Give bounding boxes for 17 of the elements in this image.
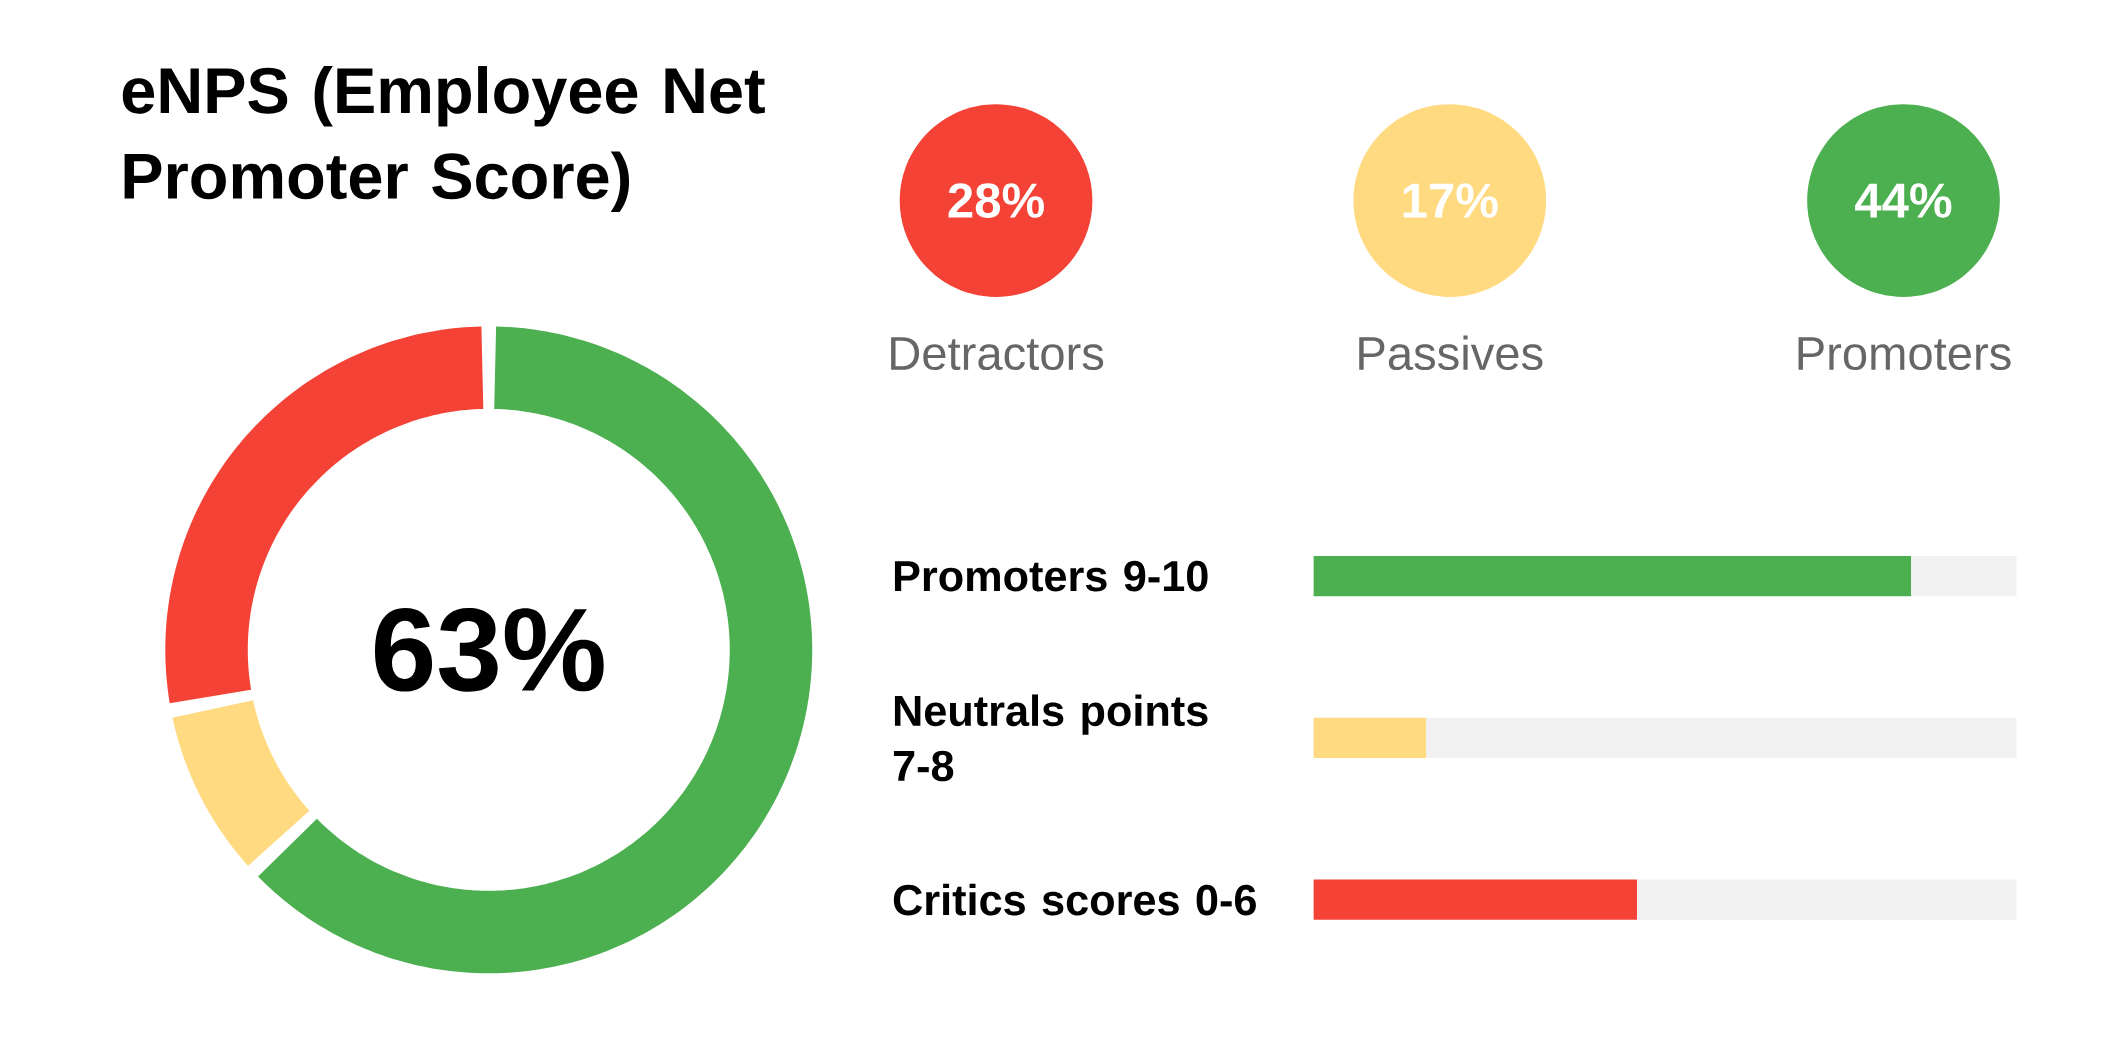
bar [1426, 717, 2017, 759]
data-label: 17% [1403, 183, 1498, 218]
category-label: Detractors [891, 337, 1104, 371]
text: 63% [375, 608, 604, 692]
bar [1313, 879, 1637, 920]
category-label: Promoters [1798, 337, 2011, 371]
category-label: Passives [1359, 335, 1543, 371]
chart-title: eNPS (Employee Net Promoter Score) [122, 66, 765, 213]
bar [1313, 556, 1912, 597]
y-tick-label: Promoters 9-10 [894, 560, 1208, 592]
bar [1313, 717, 1427, 759]
data-label: 28% [948, 183, 1044, 219]
data-label: 44% [1855, 183, 1952, 218]
bar [1911, 556, 2017, 597]
bar [1636, 879, 2017, 920]
y-tick-label: Neutrals points 7-8 [893, 694, 1208, 782]
y-tick-label: Critics scores 0-6 [893, 883, 1256, 916]
